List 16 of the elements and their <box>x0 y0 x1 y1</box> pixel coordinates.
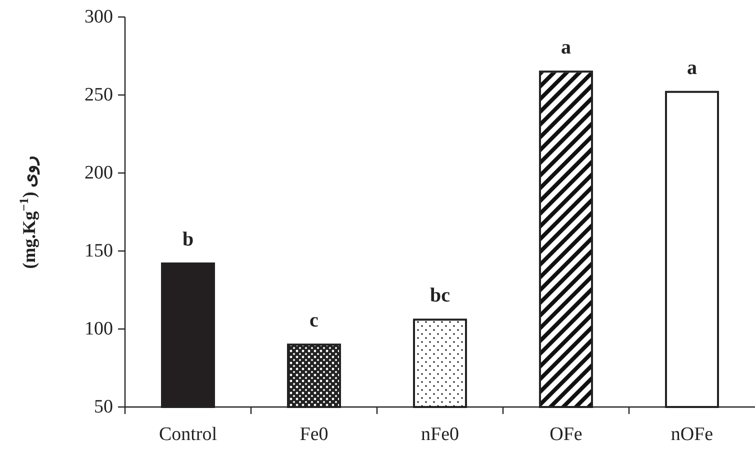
y-tick-label: 150 <box>84 240 113 262</box>
annotation: bc <box>430 284 450 307</box>
annotation: b <box>182 228 194 250</box>
x-tick-label: OFe <box>550 424 582 445</box>
x-tick-label: Control <box>158 424 218 445</box>
x-tick-label: Fe0 <box>300 424 328 445</box>
annotation: a <box>561 36 571 59</box>
y-tick-label: 250 <box>84 84 113 106</box>
y-tick-label: 200 <box>84 162 113 184</box>
y-tick-label: 50 <box>94 396 113 418</box>
x-tick-label: nOFe <box>670 424 714 445</box>
x-tick-label: nFe0 <box>421 424 459 445</box>
annotation: a <box>687 56 697 79</box>
y-tick-label: 300 <box>84 6 113 28</box>
y-tick-label: 100 <box>84 318 113 340</box>
annotation: c <box>310 310 319 332</box>
